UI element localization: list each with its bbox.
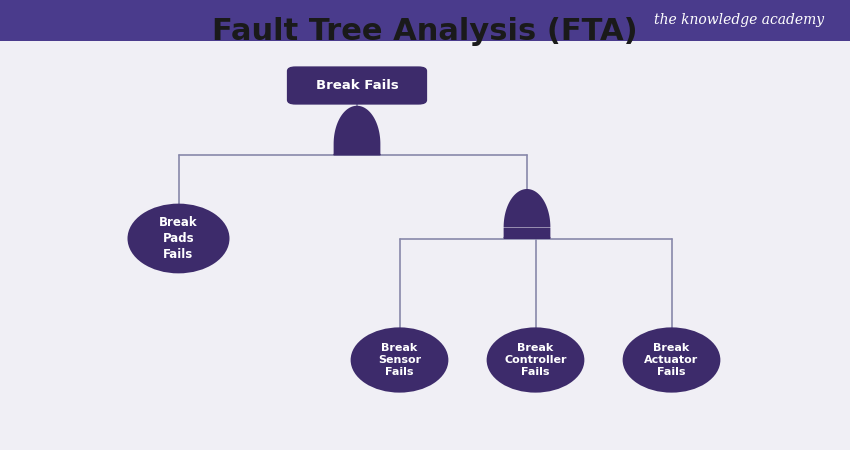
Ellipse shape bbox=[622, 328, 720, 392]
Text: Break
Actuator
Fails: Break Actuator Fails bbox=[644, 342, 699, 378]
Text: Break
Pads
Fails: Break Pads Fails bbox=[159, 216, 198, 261]
Text: Break
Sensor
Fails: Break Sensor Fails bbox=[378, 342, 421, 378]
Text: the knowledge academy: the knowledge academy bbox=[654, 13, 824, 27]
Polygon shape bbox=[333, 106, 380, 155]
Polygon shape bbox=[503, 189, 551, 239]
FancyBboxPatch shape bbox=[286, 66, 427, 104]
Text: Break
Controller
Fails: Break Controller Fails bbox=[504, 342, 567, 378]
Ellipse shape bbox=[486, 328, 584, 392]
FancyBboxPatch shape bbox=[0, 0, 850, 40]
Ellipse shape bbox=[350, 328, 449, 392]
Text: Break Fails: Break Fails bbox=[315, 79, 399, 92]
Text: Fault Tree Analysis (FTA): Fault Tree Analysis (FTA) bbox=[212, 17, 638, 46]
Ellipse shape bbox=[128, 203, 230, 273]
